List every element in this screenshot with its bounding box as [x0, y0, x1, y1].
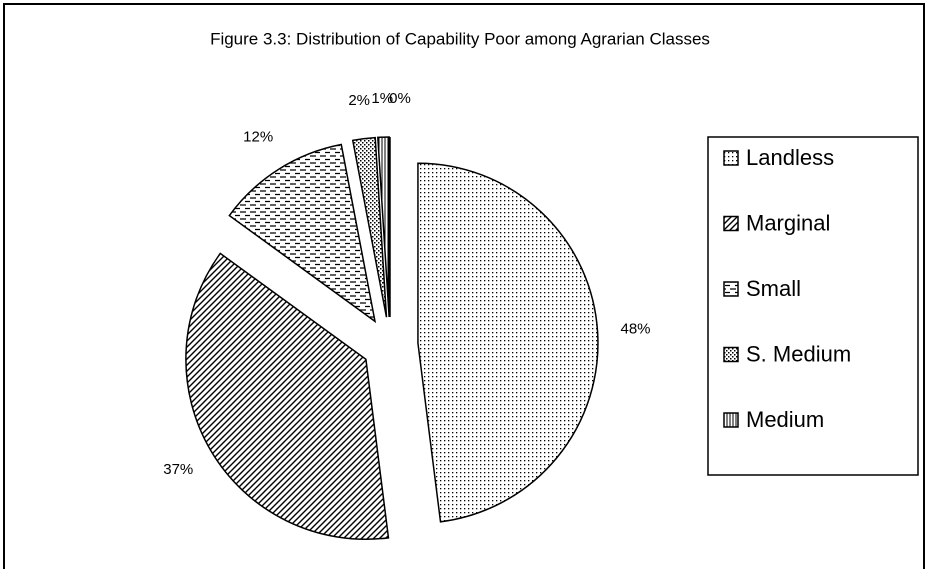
legend-swatch [723, 346, 739, 363]
data-label: 12% [243, 128, 273, 145]
pie-slice [228, 143, 377, 324]
pie-slice [417, 162, 599, 523]
legend-box [707, 136, 919, 476]
data-label: 37% [163, 461, 193, 478]
legend-swatch [723, 281, 739, 297]
pie-slice [185, 252, 390, 541]
legend-label: S. Medium [746, 341, 851, 366]
legend-label: Small [746, 276, 801, 301]
legend-swatch [723, 150, 739, 166]
pie-slice [351, 136, 388, 318]
data-label: 48% [620, 321, 650, 338]
legend-swatch [723, 412, 739, 428]
legend-swatch [723, 215, 739, 232]
chart-title: Figure 3.3: Distribution of Capability P… [210, 29, 710, 48]
frame [3, 3, 925, 569]
data-label: 0% [389, 90, 411, 107]
legend-label: Landless [746, 145, 834, 170]
legend-label: Medium [746, 407, 824, 432]
data-label: 2% [348, 92, 370, 109]
legend-label: Marginal [746, 210, 830, 235]
pie-slice [377, 136, 390, 318]
data-label: 1% [371, 90, 393, 107]
